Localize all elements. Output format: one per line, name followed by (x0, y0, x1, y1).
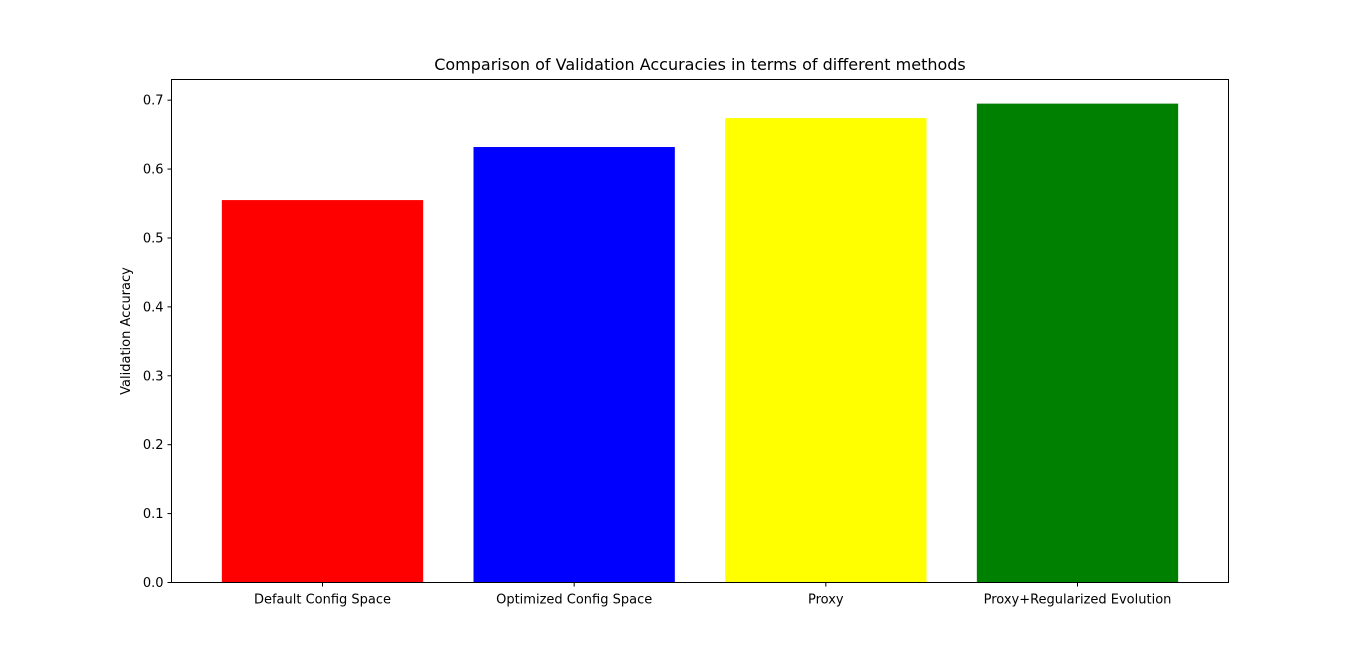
x-tick-label: Default Config Space (254, 593, 391, 608)
x-axis-ticks: Default Config Space Optimized Config Spa… (254, 582, 1172, 608)
x-tick-label: Optimized Config Space (496, 593, 652, 608)
bars (221, 103, 1179, 583)
plot-frame (171, 79, 1229, 583)
y-tick-label: 0.3 (143, 369, 164, 384)
bar-proxy-regularized-evolution (976, 103, 1179, 583)
y-axis-ticks: 0.0 0.1 0.2 0.3 0.4 0.5 0.6 0.7 (143, 94, 172, 591)
y-tick-label: 0.4 (143, 300, 164, 315)
y-tick-label: 0.0 (143, 576, 164, 591)
y-tick-label: 0.6 (143, 163, 164, 178)
chart-title: Comparison of Validation Accuracies in t… (434, 55, 966, 74)
y-tick-label: 0.5 (143, 231, 164, 246)
x-tick-label: Proxy+Regularized Evolution (984, 593, 1172, 608)
bar-optimized-config-space (473, 147, 675, 583)
y-tick-label: 0.2 (143, 438, 164, 453)
bar-default-config-space (221, 200, 424, 583)
bar-proxy (725, 118, 927, 583)
y-tick-label: 0.7 (143, 94, 164, 109)
y-tick-label: 0.1 (143, 507, 164, 522)
y-axis-label: Validation Accuracy (119, 267, 134, 395)
x-tick-label: Proxy (808, 593, 844, 608)
